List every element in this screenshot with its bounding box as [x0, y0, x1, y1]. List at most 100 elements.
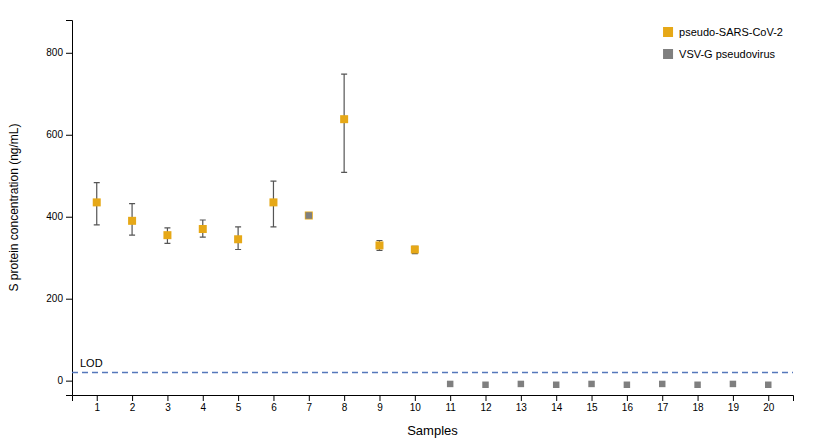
- tick-mark: [592, 395, 593, 401]
- x-axis: 1234567891011121314151617181920: [73, 395, 794, 413]
- tick-label: 5: [236, 402, 242, 413]
- tick: 400: [46, 211, 72, 222]
- point: [553, 382, 559, 388]
- tick: 9: [377, 395, 383, 413]
- error-bar: [341, 74, 347, 172]
- tick-mark: [273, 395, 274, 401]
- tick-label: 8: [342, 402, 348, 413]
- point: [659, 381, 665, 387]
- tick-mark: [379, 395, 380, 401]
- axis-line: [73, 396, 794, 402]
- tick-mark: [521, 395, 522, 401]
- point: [340, 115, 348, 123]
- tick: 14: [551, 395, 563, 413]
- error-bar: [164, 228, 170, 244]
- series: [306, 212, 772, 388]
- point: [305, 211, 313, 219]
- legend-label: pseudo-SARS-CoV-2: [679, 26, 783, 38]
- tick: 11: [445, 395, 456, 413]
- error-bar: [376, 240, 382, 250]
- reference-label: LOD: [80, 357, 103, 369]
- tick-label: 7: [307, 402, 313, 413]
- tick-label: 2: [130, 402, 136, 413]
- tick-mark: [486, 395, 487, 401]
- tick: 18: [693, 395, 705, 413]
- tick: 200: [46, 293, 72, 304]
- tick-mark: [132, 395, 133, 401]
- point: [482, 382, 488, 388]
- tick-label: 20: [763, 402, 775, 413]
- tick: 2: [130, 395, 136, 413]
- tick-mark: [97, 395, 98, 401]
- x-axis-title: Samples: [407, 423, 458, 438]
- y-axis: 0 200 400 600 800: [46, 21, 72, 396]
- tick-mark: [662, 395, 663, 401]
- tick-mark: [733, 395, 734, 401]
- y-axis-title: S protein concentration (ng/mL): [7, 123, 21, 291]
- tick-mark: [66, 217, 72, 218]
- tick: 1: [94, 395, 100, 413]
- error-bar: [412, 246, 418, 253]
- tick-label: 13: [516, 402, 528, 413]
- point: [624, 382, 630, 388]
- legend: pseudo-SARS-CoV-2 VSV-G pseudovirus: [663, 26, 783, 60]
- point: [765, 382, 771, 388]
- tick-label: 17: [657, 402, 669, 413]
- tick-mark: [309, 395, 310, 401]
- tick-mark: [66, 381, 72, 382]
- point: [588, 381, 594, 387]
- tick: 15: [586, 395, 598, 413]
- tick-mark: [203, 395, 204, 401]
- tick-label: 0: [57, 375, 63, 386]
- point: [694, 382, 700, 388]
- tick-label: 600: [46, 129, 63, 140]
- tick: 800: [46, 47, 72, 58]
- tick-mark: [450, 395, 451, 401]
- point: [163, 231, 171, 239]
- series: [93, 74, 419, 254]
- tick-label: 11: [445, 402, 456, 413]
- tick-label: 400: [46, 211, 63, 222]
- legend-label: VSV-G pseudovirus: [679, 48, 775, 60]
- tick-label: 9: [377, 402, 383, 413]
- tick-label: 16: [622, 402, 634, 413]
- tick: 20: [763, 395, 775, 413]
- tick-label: 4: [200, 402, 206, 413]
- point: [518, 381, 524, 387]
- point: [128, 217, 136, 225]
- error-bar: [235, 227, 241, 250]
- point: [447, 381, 453, 387]
- reference-line: [72, 372, 793, 374]
- chart: 1234567891011121314151617181920020040060…: [0, 0, 813, 445]
- tick: 3: [165, 395, 171, 413]
- point: [199, 225, 207, 233]
- tick-mark: [66, 135, 72, 136]
- tick: 17: [657, 395, 669, 413]
- tick-mark: [66, 299, 72, 300]
- data: [72, 74, 793, 388]
- tick: 6: [271, 395, 277, 413]
- point: [269, 198, 277, 206]
- tick-mark: [627, 395, 628, 401]
- tick: 16: [622, 395, 634, 413]
- tick-mark: [66, 53, 72, 54]
- point: [411, 246, 419, 254]
- point: [306, 212, 312, 218]
- point: [730, 381, 736, 387]
- tick-label: 19: [728, 402, 740, 413]
- tick: 600: [46, 129, 72, 140]
- tick-label: 1: [94, 402, 100, 413]
- tick-mark: [238, 395, 239, 401]
- tick-label: 3: [165, 402, 171, 413]
- legend-item: VSV-G pseudovirus: [663, 48, 775, 60]
- error-bar: [270, 181, 276, 227]
- axis-line: [66, 21, 73, 396]
- tick-label: 10: [410, 402, 422, 413]
- plot: 1234567891011121314151617181920020040060…: [46, 21, 793, 414]
- tick: 0: [57, 375, 72, 386]
- tick-label: 200: [46, 293, 63, 304]
- point: [375, 241, 383, 249]
- tick-mark: [698, 395, 699, 401]
- legend-swatch: [663, 27, 673, 37]
- tick-mark: [344, 395, 345, 401]
